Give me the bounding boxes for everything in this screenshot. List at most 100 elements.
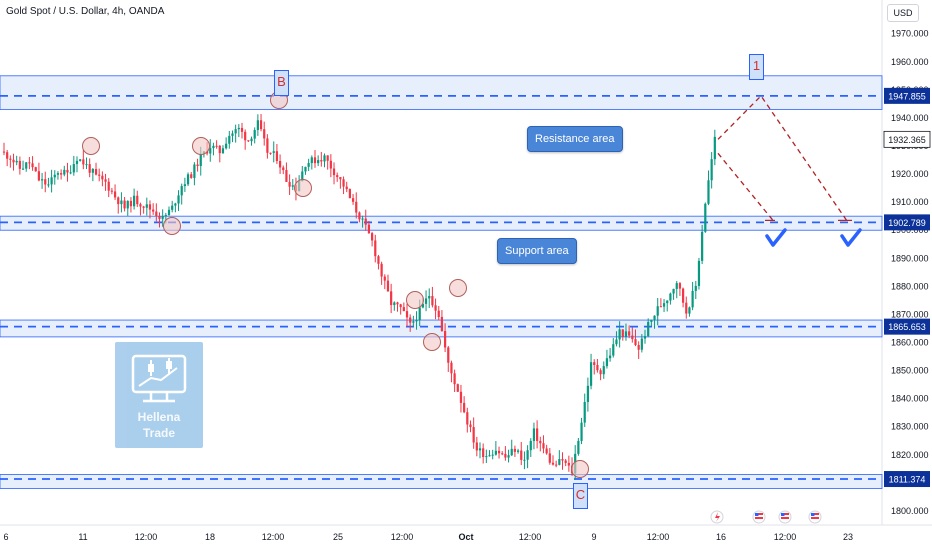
candle-body — [345, 186, 348, 190]
candle-body — [621, 329, 624, 337]
candle-body — [596, 365, 599, 371]
x-tick-label: Oct — [458, 532, 473, 542]
candle-body — [564, 460, 567, 463]
candle-body — [672, 288, 675, 294]
candle-body — [113, 191, 117, 198]
candle-body — [158, 216, 161, 219]
candle-body — [126, 200, 129, 209]
level-price-tag — [884, 87, 930, 104]
flag-stripe — [781, 513, 789, 515]
candle-body — [520, 450, 523, 460]
hellena-trade-logo: Hellena Trade — [115, 342, 203, 448]
candle-body — [218, 145, 221, 154]
candle-body — [56, 173, 60, 175]
candle-body — [707, 180, 710, 204]
candle-body — [142, 206, 145, 208]
candle-body — [339, 177, 342, 180]
candle-body — [9, 158, 12, 160]
candle-body — [443, 331, 447, 348]
candle-body — [21, 168, 25, 170]
candle-body — [259, 120, 263, 130]
x-tick-label: 16 — [716, 532, 726, 542]
candle-body — [278, 160, 282, 168]
candle-body — [28, 162, 31, 164]
candle-body — [393, 302, 396, 306]
candle-body — [713, 136, 716, 160]
candle-body — [640, 338, 643, 350]
candle-body — [466, 412, 469, 425]
candle-body — [643, 336, 647, 339]
candle-body — [456, 384, 459, 392]
candle-body — [79, 159, 82, 161]
candle-body — [240, 127, 244, 132]
swing-point-marker — [192, 137, 210, 155]
candle-body — [409, 317, 412, 323]
candle-body — [377, 256, 380, 264]
candle-body — [494, 450, 497, 455]
candle-body — [694, 285, 697, 291]
candle-body — [282, 167, 285, 171]
level-price-text: 1902.789 — [888, 218, 926, 228]
candle-body — [355, 201, 358, 213]
level-zone-3 — [0, 474, 883, 489]
currency-button[interactable]: USD — [887, 4, 919, 22]
candle-body — [272, 151, 275, 153]
candle-body — [488, 455, 491, 457]
candle-body — [459, 391, 463, 403]
swing-point-marker — [406, 291, 424, 309]
level-price-tag — [884, 318, 930, 335]
y-tick-label: 1880.000 — [891, 281, 929, 291]
candle-body — [615, 339, 618, 345]
candle-body — [475, 442, 478, 451]
candle-body — [612, 344, 615, 356]
candle-body — [53, 174, 56, 178]
candle-body — [275, 151, 279, 161]
candle-body — [383, 276, 386, 281]
candle-body — [256, 120, 259, 131]
candle-body — [186, 174, 190, 185]
candle-body — [231, 133, 234, 136]
candle-body — [47, 184, 50, 186]
y-tick-label: 1860.000 — [891, 338, 929, 348]
candle-body — [152, 209, 155, 212]
y-tick-label: 1960.000 — [891, 57, 929, 67]
candle-body — [485, 456, 488, 458]
x-tick-label: 11 — [78, 532, 87, 542]
candle-body — [320, 160, 323, 162]
candle-body — [628, 331, 631, 336]
candle-body — [263, 129, 266, 139]
candle-body — [199, 153, 202, 167]
candle-body — [60, 173, 63, 175]
candle-body — [193, 164, 196, 178]
candle-body — [2, 151, 6, 153]
candle-body — [374, 240, 377, 257]
candle-body — [91, 168, 94, 173]
candle-body — [129, 200, 133, 207]
candle-body — [288, 181, 291, 187]
candle-body — [139, 204, 142, 207]
candle-body — [304, 166, 307, 172]
candle-body — [558, 459, 561, 465]
candle-body — [164, 215, 167, 217]
candle-body — [624, 331, 628, 337]
candle-body — [225, 143, 228, 149]
candle-body — [647, 321, 650, 337]
candle-body — [180, 186, 183, 196]
y-tick-label: 1800.000 — [891, 506, 929, 516]
flag-stripe — [811, 513, 819, 515]
candle-body — [599, 370, 602, 375]
candle-body — [507, 455, 510, 458]
candle-body — [69, 172, 72, 174]
candle-body — [72, 164, 75, 173]
target-check-icon — [840, 228, 862, 247]
candle-body — [161, 216, 164, 219]
candle-body — [237, 127, 240, 130]
y-tick-label: 1920.000 — [891, 169, 929, 179]
candle-body — [351, 198, 355, 202]
candle-body — [82, 159, 85, 165]
wave-label-c: C — [573, 483, 588, 509]
candle-body — [228, 135, 231, 144]
x-tick-label: 12:00 — [774, 532, 797, 542]
candle-body — [380, 263, 383, 277]
